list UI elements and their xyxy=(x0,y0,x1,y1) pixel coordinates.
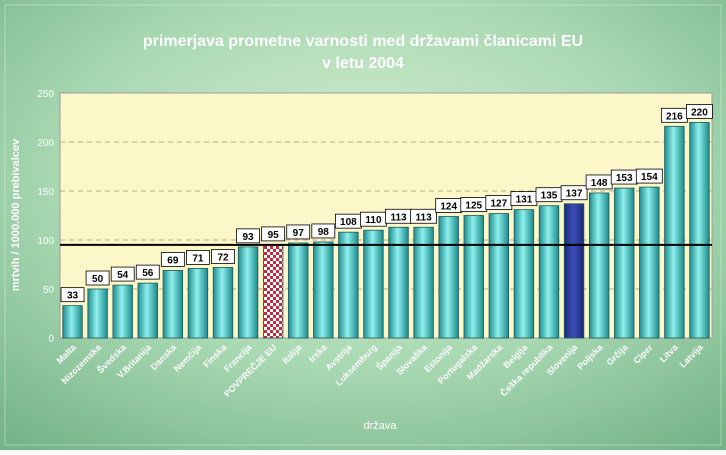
value-label-box xyxy=(410,208,438,224)
bar-belgija xyxy=(513,209,535,339)
value-label: 131 xyxy=(516,195,533,206)
chart-subtitle: v letu 2004 xyxy=(322,55,404,72)
bar-italija xyxy=(288,242,309,339)
value-label-box xyxy=(135,264,160,280)
bar-irska xyxy=(313,241,334,339)
bar-avstrija xyxy=(338,231,359,339)
value-label-box xyxy=(211,249,235,264)
bar-malta xyxy=(62,305,83,339)
bar-poljska xyxy=(588,192,610,339)
value-label: 110 xyxy=(365,215,382,226)
bars xyxy=(62,122,710,339)
value-label: 93 xyxy=(243,232,255,243)
chart-title: primerjava prometne varnosti med državam… xyxy=(143,33,583,50)
value-label: 125 xyxy=(465,201,482,212)
y-tick-label: 250 xyxy=(37,89,54,100)
value-label: 50 xyxy=(92,274,104,285)
value-label: 127 xyxy=(491,199,508,210)
value-label-box xyxy=(635,168,663,184)
y-tick-label: 0 xyxy=(48,334,54,345)
y-tick-label: 100 xyxy=(37,236,54,247)
value-label: 33 xyxy=(67,291,79,302)
y-tick-label: 50 xyxy=(43,285,55,296)
value-label: 113 xyxy=(416,212,433,223)
value-label-box xyxy=(560,185,588,201)
value-label-box xyxy=(110,266,135,282)
value-label: 54 xyxy=(117,270,129,281)
value-label: 153 xyxy=(616,173,633,184)
value-labels: 33 50 54 56 69 71 72 93 95 97 98 108 110 113 113 124 125… xyxy=(60,104,713,303)
x-axis-label: država xyxy=(363,420,397,432)
value-label: 220 xyxy=(691,107,708,118)
value-label-box xyxy=(186,250,210,265)
bar-češka-republika xyxy=(538,205,560,339)
value-label: 56 xyxy=(142,268,154,279)
value-label-box xyxy=(236,228,260,244)
chart-border xyxy=(4,4,722,446)
value-label: 72 xyxy=(217,252,229,263)
bar-madžarska xyxy=(488,213,510,339)
value-label: 135 xyxy=(541,191,558,202)
value-label: 113 xyxy=(390,212,407,223)
value-label: 95 xyxy=(268,230,280,241)
value-label: 216 xyxy=(666,111,683,122)
value-label-box xyxy=(286,224,311,240)
value-label-box xyxy=(686,104,713,119)
bar-povprečje-eu xyxy=(262,244,284,339)
value-label: 137 xyxy=(566,189,583,200)
bar-latvija xyxy=(689,122,710,339)
bar-estonija xyxy=(438,216,459,339)
value-label: 148 xyxy=(591,178,608,189)
value-label: 69 xyxy=(167,255,179,266)
value-label: 98 xyxy=(318,227,330,238)
bar-luksemburg xyxy=(363,229,384,339)
y-axis-label: mrtvih / 1000.000 prebivalcev xyxy=(10,138,22,291)
value-label-box xyxy=(160,251,185,267)
bar-ciper xyxy=(639,186,660,339)
bar-danska xyxy=(162,269,184,339)
y-tick-label: 200 xyxy=(37,138,54,149)
value-label-box xyxy=(60,287,85,303)
bar-francija xyxy=(237,246,259,339)
bar-slovaška xyxy=(413,226,434,339)
value-label-box xyxy=(311,223,336,239)
bar-grčija xyxy=(614,187,635,339)
bar-finska xyxy=(212,267,234,339)
bar-nizozemska xyxy=(87,288,108,339)
bar-litva xyxy=(664,125,685,339)
value-label-box xyxy=(261,226,286,242)
bar-španija xyxy=(388,226,409,339)
bar-slovenija xyxy=(563,203,585,339)
value-label: 154 xyxy=(641,172,658,183)
value-label: 71 xyxy=(192,253,204,264)
bar-v-britanija xyxy=(137,282,158,339)
y-axis-ticks: 0 50 100 150 200 250 xyxy=(37,89,54,345)
value-label: 108 xyxy=(340,217,357,228)
value-label: 97 xyxy=(293,228,305,239)
y-tick-label: 150 xyxy=(37,187,54,198)
bar-švedska xyxy=(112,284,133,339)
bar-portugalska xyxy=(463,215,484,339)
bar-nemčija xyxy=(187,268,209,339)
value-label-box xyxy=(85,270,110,286)
value-label: 124 xyxy=(440,201,457,212)
